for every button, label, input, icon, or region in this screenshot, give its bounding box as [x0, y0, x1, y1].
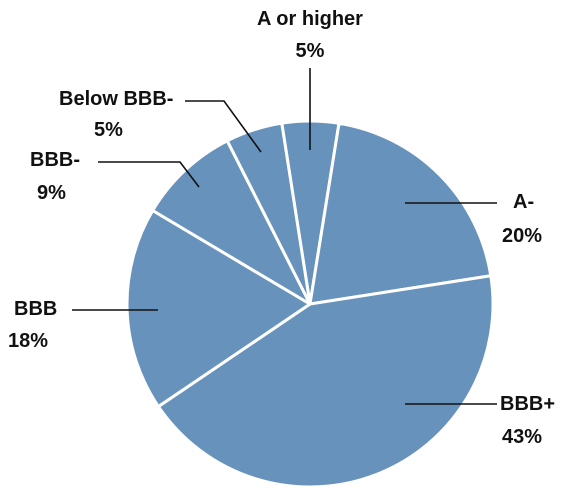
slice-value-bbb-minus: 9%: [37, 182, 66, 204]
leader-line-below-bbb-minus: [185, 100, 262, 153]
pie-slice-bbb-plus: [156, 274, 495, 488]
slice-label-bbb: BBB: [14, 298, 57, 320]
pie-slice-a-minus: [308, 121, 493, 306]
leaders-layer: [72, 68, 497, 405]
slice-value-bbb: 18%: [8, 330, 48, 352]
slice-label-bbb-minus: BBB-: [30, 149, 80, 171]
slice-label-a-or-higher: A or higher: [257, 8, 363, 30]
pie-slice-below-bbb-minus: [225, 121, 312, 306]
slice-value-a-minus: 20%: [502, 225, 542, 247]
leader-line-bbb-minus: [98, 161, 200, 188]
labels-layer: A or higher 5% A- 20% BBB+ 43% BBB 18% B…: [8, 8, 555, 448]
slice-value-bbb-plus: 43%: [502, 426, 542, 448]
slice-value-a-or-higher: 5%: [296, 40, 325, 62]
slice-label-bbb-plus: BBB+: [500, 393, 555, 415]
slice-label-below-bbb-minus: Below BBB-: [59, 88, 173, 110]
slice-value-below-bbb-minus: 5%: [94, 119, 123, 141]
slices-layer: [125, 119, 495, 488]
slice-label-a-minus: A-: [513, 191, 534, 213]
pie-slice-bbb-minus: [151, 139, 312, 306]
